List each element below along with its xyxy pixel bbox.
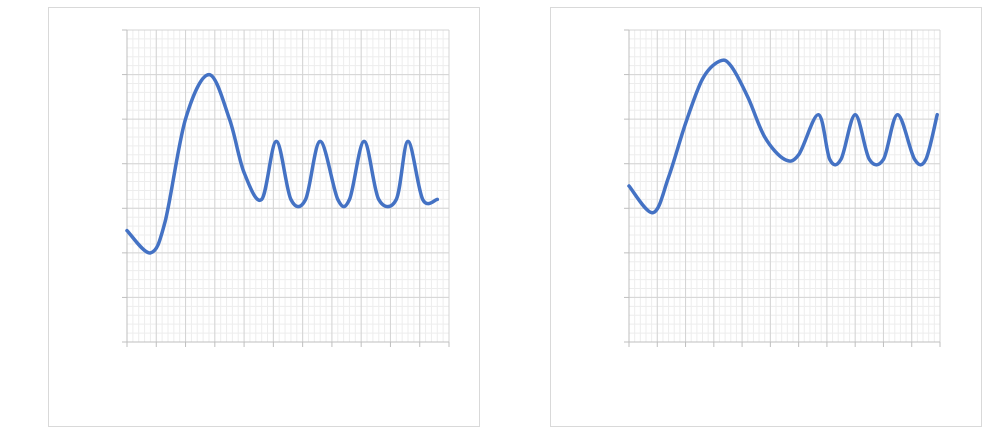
chart-panel-right	[550, 7, 982, 427]
series-line	[125, 72, 440, 255]
grid	[628, 29, 941, 343]
series-line	[627, 58, 939, 215]
chart-panel-left	[48, 7, 480, 427]
line-chart-left	[122, 29, 450, 347]
line-chart-right	[624, 29, 941, 347]
